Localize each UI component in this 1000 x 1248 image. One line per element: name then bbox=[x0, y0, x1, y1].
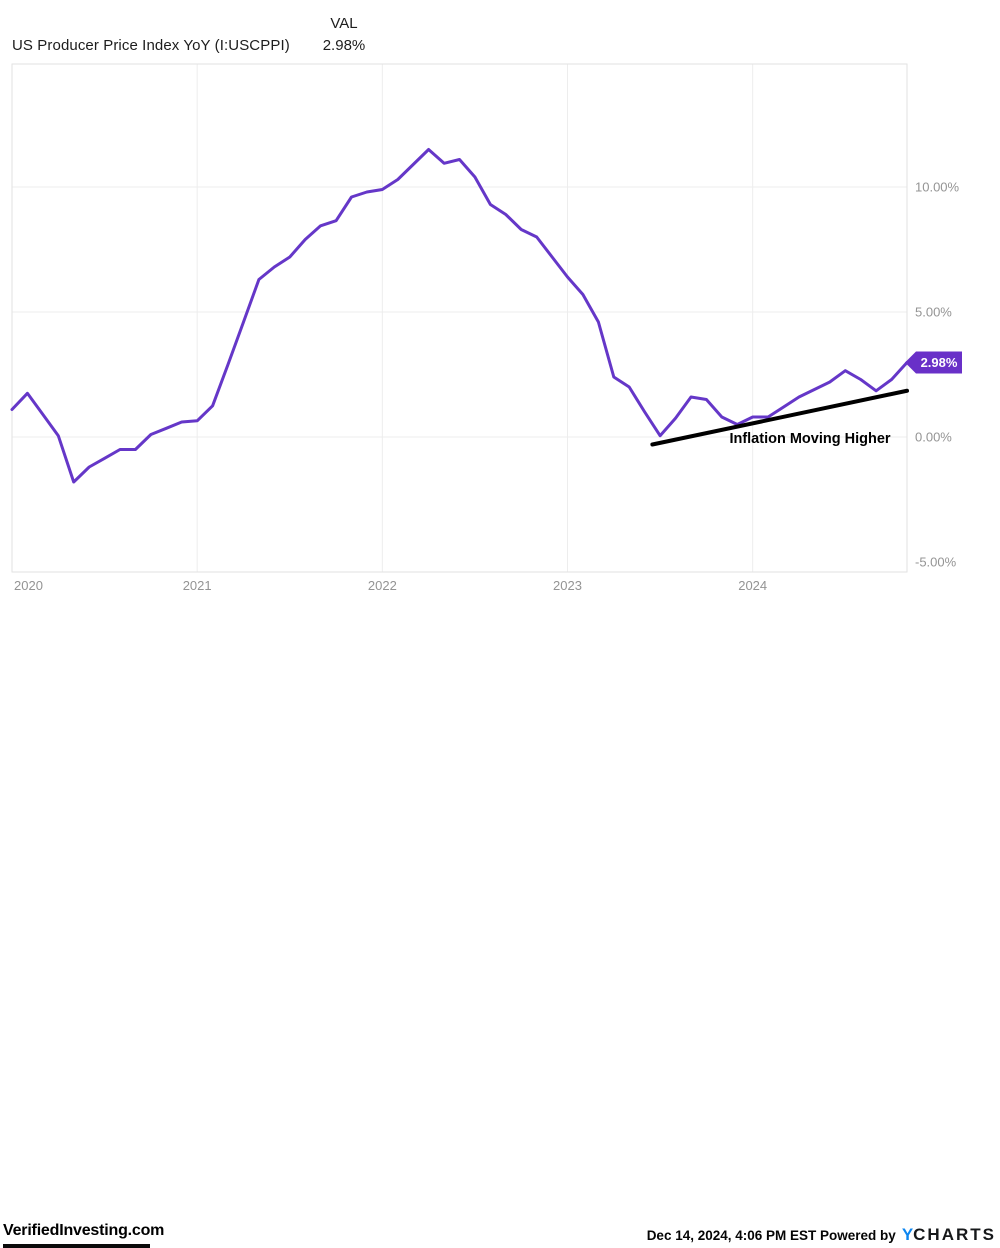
trend-line bbox=[650, 388, 909, 447]
plot-border bbox=[11, 63, 908, 573]
x-axis-labels: 2020 2021 2022 2023 2024 bbox=[14, 578, 767, 593]
svg-text:10.00%: 10.00% bbox=[915, 180, 960, 195]
ycharts-logo-rest: CHARTS bbox=[913, 1225, 996, 1244]
site-watermark: VerifiedInvesting.com bbox=[3, 1222, 165, 1239]
ppi-line bbox=[10, 148, 909, 484]
val-column: VAL 2.98% bbox=[304, 13, 384, 57]
trend-annotation-label: Inflation Moving Higher bbox=[729, 431, 890, 447]
page-title: US Producer Price Index YoY (I:USCPPI) bbox=[12, 37, 290, 54]
svg-text:2022: 2022 bbox=[368, 578, 397, 593]
footer-attribution: Dec 14, 2024, 4:06 PM EST Powered by Y CH… bbox=[647, 1225, 996, 1245]
footer: VerifiedInvesting.com Dec 14, 2024, 4:06… bbox=[0, 608, 1000, 1248]
svg-text:5.00%: 5.00% bbox=[915, 305, 952, 320]
ycharts-logo-y: Y bbox=[901, 1225, 914, 1244]
current-value-badge bbox=[905, 351, 962, 374]
y-axis-labels: 10.00% 5.00% 0.00% -5.00% bbox=[915, 180, 960, 570]
svg-text:-5.00%: -5.00% bbox=[915, 555, 957, 570]
svg-text:0.00%: 0.00% bbox=[915, 430, 952, 445]
ppi-yoy-line-chart: 10.00%5.00%0.00%-5.00%2020 2021 2022 2023 20… bbox=[10, 63, 962, 593]
footer-timestamp: Dec 14, 2024, 4:06 PM EST Powered by bbox=[646, 1227, 896, 1243]
val-current-value: 2.98% bbox=[322, 37, 366, 54]
val-column-label: VAL bbox=[330, 15, 358, 32]
gridlines bbox=[12, 64, 907, 572]
svg-text:2020: 2020 bbox=[14, 578, 43, 593]
site-watermark-underline bbox=[3, 1244, 150, 1248]
current-value-badge-text: 2.98% bbox=[921, 355, 958, 370]
svg-text:2023: 2023 bbox=[553, 578, 582, 593]
ycharts-logo: Y CHARTS bbox=[902, 1225, 996, 1245]
svg-text:2021: 2021 bbox=[183, 578, 212, 593]
chart-header: US Producer Price Index YoY (I:USCPPI) V… bbox=[0, 0, 1000, 64]
svg-text:2024: 2024 bbox=[738, 578, 767, 593]
